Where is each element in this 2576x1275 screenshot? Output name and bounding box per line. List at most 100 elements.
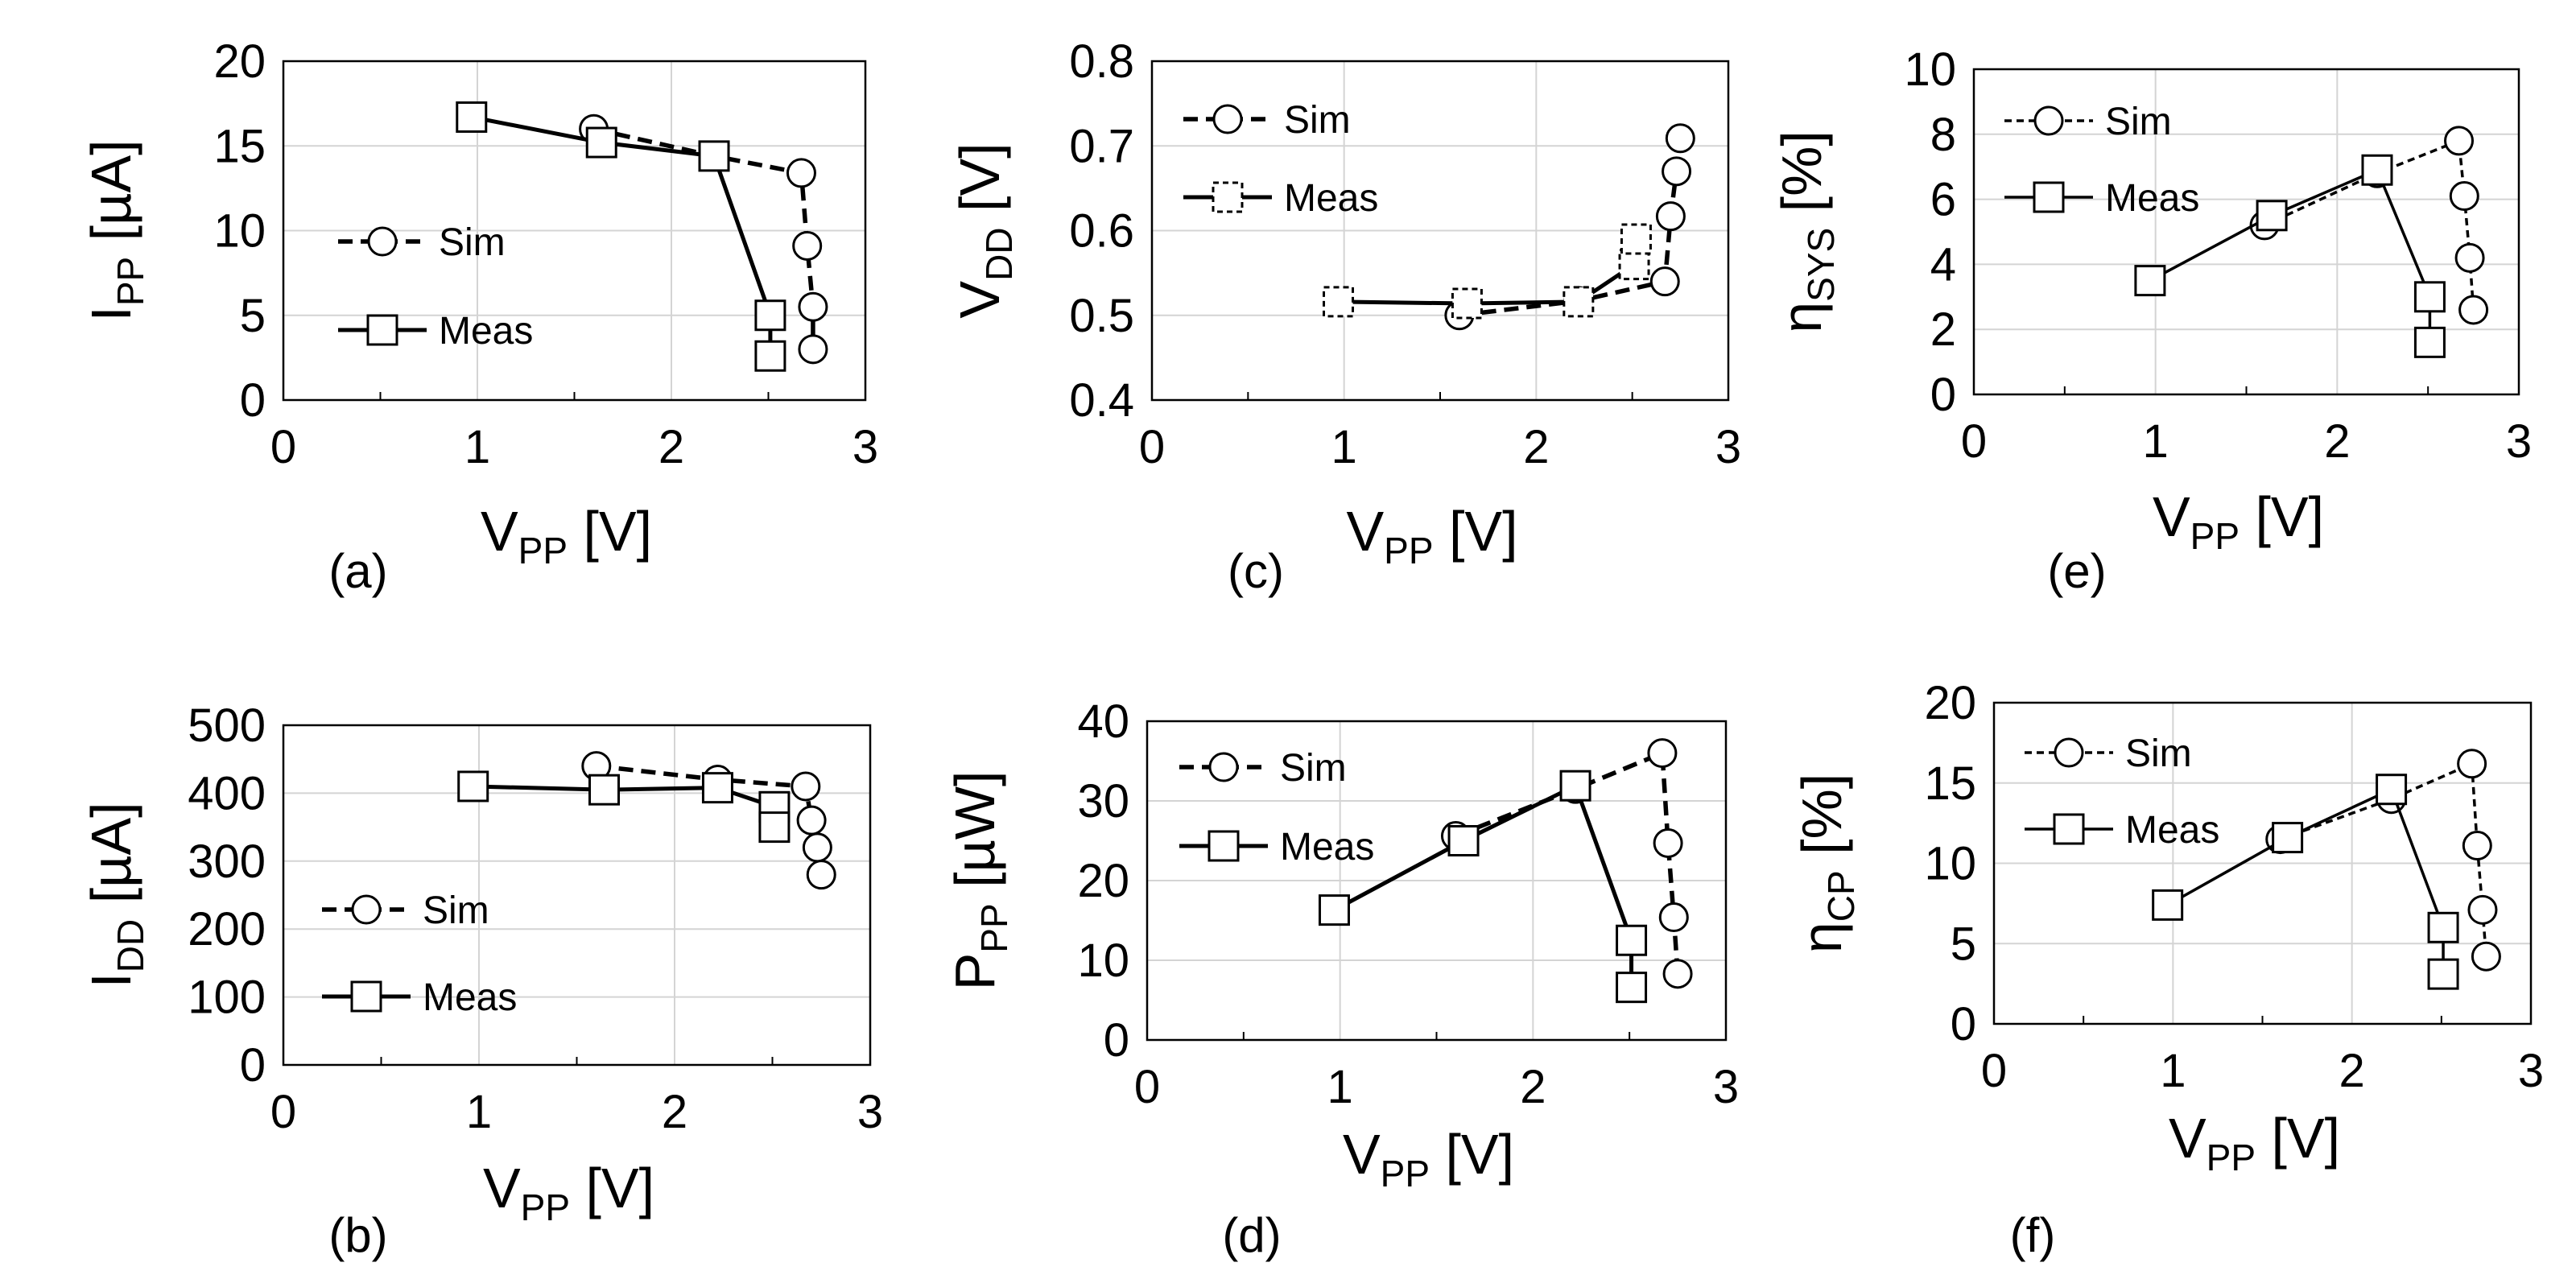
meas-point — [754, 299, 786, 332]
x-axis-label-sub: PP — [521, 1186, 570, 1228]
y-tick-label: 15 — [1924, 757, 1976, 810]
meas-point — [698, 140, 730, 172]
y-tick-label: 10 — [213, 205, 266, 258]
x-tick-label: 0 — [1961, 415, 1987, 468]
y-tick-label: 100 — [188, 972, 266, 1024]
x-tick-label: 1 — [1331, 421, 1357, 473]
y-axis-label-sub: PP — [109, 257, 151, 306]
y-axis-label-sub: DD — [109, 919, 151, 972]
y-axis-label: PPP [µW] — [943, 771, 1015, 991]
meas-point — [588, 774, 621, 806]
y-axis-label-base: η — [1770, 302, 1833, 333]
sim-point — [1647, 738, 1678, 769]
meas-point — [585, 126, 617, 159]
x-axis-label: VPP [V] — [2169, 1107, 2340, 1178]
meas-point — [1559, 770, 1591, 802]
x-tick-label: 2 — [662, 1086, 687, 1138]
x-tick-label: 2 — [1520, 1061, 1546, 1113]
legend-sim-label: Sim — [439, 221, 506, 264]
sim-series — [1440, 738, 1693, 989]
x-tick-label: 1 — [1327, 1061, 1353, 1113]
x-axis-label-base: V — [1343, 1123, 1381, 1186]
y-tick-label: 5 — [240, 290, 266, 342]
meas-point — [754, 340, 786, 372]
meas-point — [2134, 265, 2166, 297]
y-tick-label: 5 — [1951, 918, 1976, 970]
y-axis-label-unit: [µW] — [943, 771, 1006, 904]
x-tick-label: 2 — [658, 421, 684, 473]
meas-point — [2413, 281, 2446, 313]
sim-point — [2457, 749, 2487, 779]
x-tick-label: 0 — [1134, 1061, 1160, 1113]
legend: Sim Meas — [1179, 747, 1374, 869]
legend: Sim Meas — [1183, 99, 1378, 220]
meas-point — [1616, 972, 1648, 1004]
plot-frame — [282, 60, 867, 402]
sim-point — [796, 805, 827, 836]
y-axis-label: IDD [µA] — [80, 802, 151, 988]
y-tick-label: 10 — [1077, 935, 1129, 987]
y-axis-label-unit: [µA] — [80, 139, 142, 256]
x-tick-label: 3 — [857, 1086, 883, 1138]
y-tick-label: 0.7 — [1069, 120, 1134, 172]
sim-point — [2471, 941, 2501, 972]
x-axis-label-sub: PP — [1381, 1153, 1430, 1195]
legend-sim-label: Sim — [2105, 101, 2172, 143]
y-tick-label: 10 — [1904, 43, 1956, 96]
legend-meas-marker — [1208, 830, 1240, 862]
meas-point — [2427, 911, 2459, 943]
y-tick-label: 0 — [1930, 369, 1956, 421]
sim-point — [2454, 242, 2485, 273]
y-axis-label-unit: [%] — [1790, 774, 1853, 871]
x-tick-label: 0 — [270, 1086, 296, 1138]
legend-meas-marker — [366, 314, 398, 346]
meas-point — [1447, 825, 1480, 856]
sim-series — [581, 751, 836, 890]
x-axis-label-unit: [V] — [1430, 1123, 1514, 1186]
y-axis-label-unit: [µA] — [80, 802, 142, 918]
meas-point — [2152, 889, 2184, 921]
x-tick-label: 2 — [2324, 415, 2350, 468]
plot-frame — [1150, 60, 1730, 402]
y-tick-label: 20 — [1924, 677, 1976, 729]
legend-meas-marker — [350, 980, 382, 1013]
panel-caption: (d) — [1222, 1208, 1281, 1262]
meas-series — [2152, 774, 2459, 990]
meas-point — [1620, 223, 1652, 255]
x-axis-label: VPP [V] — [481, 500, 652, 571]
x-tick-label: 3 — [2518, 1045, 2544, 1097]
x-tick-label: 0 — [270, 421, 296, 473]
legend: Sim Meas — [2004, 101, 2199, 220]
y-tick-label: 0.5 — [1069, 290, 1134, 342]
y-axis-label-base: I — [80, 972, 142, 988]
y-tick-label: 30 — [1077, 775, 1129, 827]
legend-sim-marker — [1212, 104, 1243, 134]
y-tick-label: 300 — [188, 836, 266, 888]
y-tick-label: 0 — [1951, 998, 1976, 1050]
x-axis-label-base: V — [483, 1157, 521, 1219]
x-tick-label: 3 — [2506, 415, 2532, 468]
sim-point — [2449, 181, 2479, 212]
y-axis-label: ηSYS [%] — [1770, 130, 1842, 333]
panel-caption: (b) — [328, 1208, 387, 1262]
x-axis-label-base: V — [481, 500, 518, 563]
meas-point — [2256, 200, 2288, 232]
y-axis-label: IPP [µA] — [80, 139, 151, 321]
y-tick-label: 4 — [1930, 238, 1956, 291]
plot-frame — [1992, 701, 2533, 1025]
x-tick-label: 3 — [1713, 1061, 1739, 1113]
x-axis-label-unit: [V] — [570, 1157, 654, 1219]
y-tick-label: 0 — [1104, 1014, 1129, 1067]
meas-series — [456, 101, 786, 372]
sim-point — [2467, 894, 2498, 925]
sim-point — [791, 771, 821, 802]
sim-line — [592, 126, 815, 349]
y-axis-label-unit: [%] — [1770, 130, 1833, 228]
y-tick-label: 0.4 — [1069, 374, 1134, 427]
sim-point — [1658, 902, 1689, 933]
legend-sim-marker — [351, 894, 382, 925]
legend-meas-marker — [2033, 181, 2065, 213]
